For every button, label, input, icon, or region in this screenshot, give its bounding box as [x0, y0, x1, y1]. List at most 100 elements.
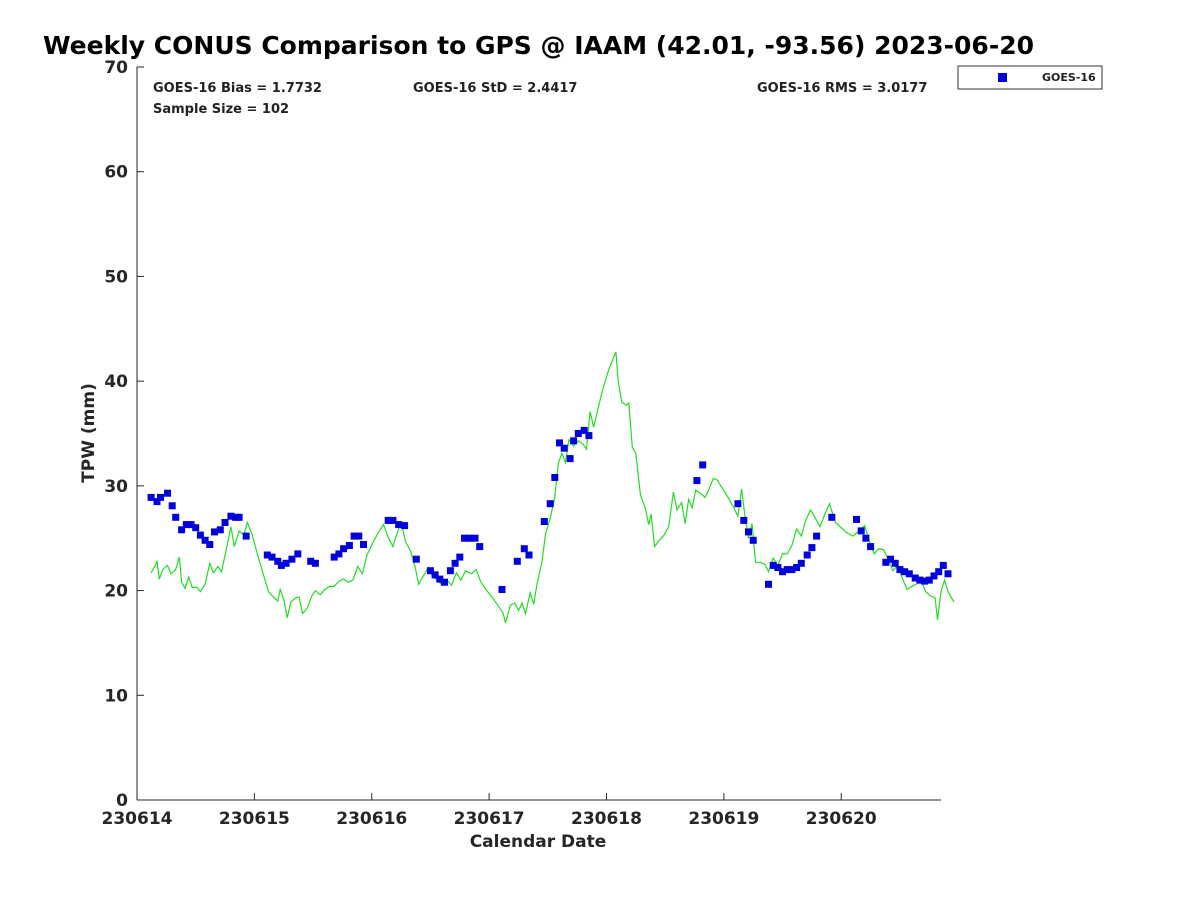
data-point-goes16 — [882, 558, 890, 566]
data-point-goes16 — [211, 528, 218, 536]
data-point-goes16 — [360, 541, 367, 548]
data-point-goes16 — [935, 568, 943, 576]
data-point-goes16 — [263, 551, 271, 559]
y-tick-label: 40 — [104, 372, 128, 392]
data-point-goes16 — [172, 513, 180, 521]
series-line-gps — [150, 351, 955, 624]
y-tick-label: 20 — [104, 582, 128, 602]
data-point-goes16 — [520, 545, 528, 553]
data-point-goes16 — [451, 559, 459, 567]
data-point-goes16 — [441, 578, 448, 586]
data-point-goes16 — [896, 566, 904, 574]
data-point-goes16 — [916, 576, 924, 584]
data-point-goes16 — [153, 498, 161, 506]
data-point-goes16 — [350, 532, 358, 540]
data-point-goes16 — [345, 542, 353, 549]
data-point-goes16 — [783, 566, 791, 574]
data-point-goes16 — [355, 532, 363, 540]
data-point-goes16 — [335, 550, 343, 558]
data-point-goes16 — [401, 522, 409, 530]
data-point-goes16 — [574, 430, 582, 437]
data-point-goes16 — [282, 559, 290, 567]
y-tick-label: 30 — [104, 477, 128, 497]
data-point-goes16 — [513, 557, 521, 565]
data-point-goes16 — [793, 564, 801, 571]
data-point-goes16 — [192, 524, 200, 532]
data-point-goes16 — [242, 532, 250, 540]
x-axis-label: Calendar Date — [470, 832, 607, 852]
data-point-goes16 — [157, 493, 164, 501]
data-point-goes16 — [774, 564, 782, 571]
data-point-goes16 — [546, 500, 554, 508]
data-point-goes16 — [765, 580, 772, 588]
data-point-goes16 — [939, 561, 947, 569]
y-tick-label: 60 — [104, 163, 128, 183]
data-point-goes16 — [431, 571, 439, 579]
data-point-goes16 — [498, 586, 506, 593]
y-tick-label: 70 — [104, 58, 128, 78]
legend-label-goes16: GOES-16 — [1042, 71, 1096, 84]
data-point-goes16 — [178, 526, 186, 534]
data-point-goes16 — [887, 555, 894, 563]
data-point-goes16 — [206, 541, 214, 548]
data-point-goes16 — [164, 489, 171, 497]
data-point-goes16 — [461, 534, 468, 542]
data-point-goes16 — [921, 577, 929, 585]
data-point-goes16 — [930, 572, 938, 580]
series-layer — [147, 351, 955, 624]
data-point-goes16 — [395, 521, 403, 529]
data-point-goes16 — [944, 570, 952, 578]
data-point-goes16 — [808, 544, 816, 552]
y-tick-label: 50 — [104, 267, 128, 287]
legend-box — [957, 65, 1103, 90]
data-point-goes16 — [585, 432, 593, 440]
data-point-goes16 — [560, 444, 568, 452]
y-tick-label: 0 — [116, 791, 128, 811]
data-point-goes16 — [465, 534, 473, 542]
data-point-goes16 — [426, 567, 434, 575]
data-point-goes16 — [769, 561, 777, 569]
data-point-goes16 — [925, 576, 933, 584]
x-tick-label: 230616 — [336, 809, 407, 829]
data-point-goes16 — [699, 461, 707, 469]
data-point-goes16 — [294, 550, 302, 558]
data-point-goes16 — [570, 437, 578, 445]
data-point-goes16 — [288, 555, 296, 563]
plot-area — [137, 67, 941, 800]
data-point-goes16 — [446, 567, 454, 575]
data-point-goes16 — [749, 536, 757, 544]
data-point-goes16 — [227, 512, 235, 520]
data-point-goes16 — [330, 553, 338, 561]
data-point-goes16 — [813, 532, 821, 540]
data-point-goes16 — [182, 521, 190, 529]
y-axis-label: TPW (mm) — [79, 383, 99, 483]
legend: GOES-16 — [957, 65, 1103, 90]
data-point-goes16 — [412, 555, 420, 563]
data-point-goes16 — [828, 513, 836, 521]
data-point-goes16 — [311, 559, 319, 567]
x-tick-label: 230618 — [571, 809, 642, 829]
data-point-goes16 — [384, 516, 392, 524]
data-point-goes16 — [471, 534, 479, 542]
data-point-goes16 — [277, 561, 285, 569]
legend-marker-goes16 — [998, 73, 1007, 82]
data-point-goes16 — [456, 553, 464, 561]
data-point-goes16 — [901, 568, 909, 576]
data-point-goes16 — [307, 557, 315, 565]
data-point-goes16 — [891, 559, 899, 567]
data-point-goes16 — [853, 515, 860, 523]
stat-std: GOES-16 StD = 2.4417 — [413, 81, 577, 96]
data-point-goes16 — [389, 516, 397, 524]
stat-bias: GOES-16 Bias = 1.7732 — [153, 81, 322, 96]
data-point-goes16 — [566, 455, 574, 463]
data-point-goes16 — [274, 557, 282, 565]
data-point-goes16 — [168, 502, 176, 510]
x-tick-label: 230620 — [806, 809, 877, 829]
y-tick-label: 10 — [104, 686, 128, 706]
data-point-goes16 — [693, 477, 701, 485]
x-tick-label: 230615 — [219, 809, 290, 829]
data-point-goes16 — [788, 566, 796, 574]
data-point-goes16 — [803, 551, 811, 559]
x-tick-label: 230619 — [688, 809, 759, 829]
data-point-goes16 — [551, 474, 559, 481]
